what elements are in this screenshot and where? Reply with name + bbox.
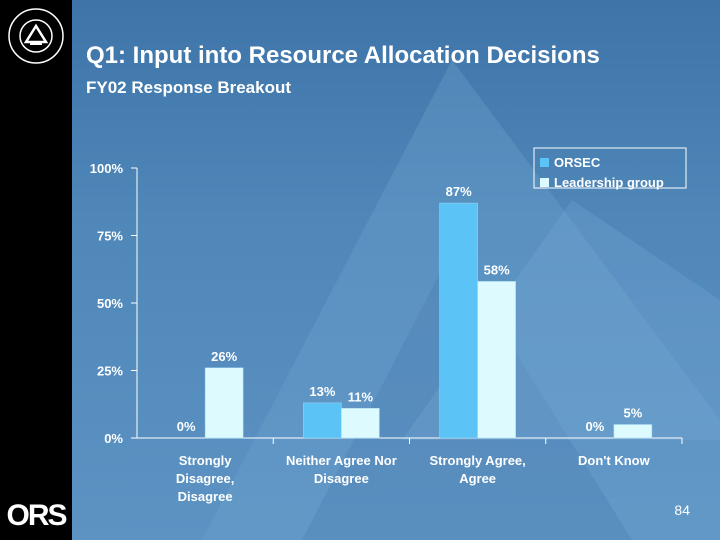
legend-label: Leadership group xyxy=(554,175,664,190)
data-label: 11% xyxy=(348,389,374,404)
ors-logo: ORS xyxy=(6,499,67,532)
category-label: Disagree xyxy=(314,471,369,486)
data-label: 5% xyxy=(623,406,642,421)
page-title: Q1: Input into Resource Allocation Decis… xyxy=(86,42,600,69)
page-number: 84 xyxy=(674,502,690,518)
nih-seal-icon xyxy=(8,8,64,64)
category-label: Disagree xyxy=(178,489,233,504)
bar xyxy=(439,202,478,439)
category-label: Don't Know xyxy=(578,453,651,468)
y-tick-label: 50% xyxy=(97,296,123,311)
category-label: Agree xyxy=(459,471,496,486)
sidebar: ORS xyxy=(0,0,72,540)
bar xyxy=(477,281,516,439)
data-label: 0% xyxy=(585,419,604,434)
y-tick-label: 75% xyxy=(97,229,123,244)
data-label: 87% xyxy=(446,184,472,199)
data-label: 13% xyxy=(309,384,335,399)
y-tick-label: 100% xyxy=(90,161,124,176)
bar xyxy=(613,424,653,439)
bar xyxy=(303,402,342,439)
legend-swatch xyxy=(540,178,549,187)
y-tick-label: 25% xyxy=(97,364,123,379)
category-label: Neither Agree Nor xyxy=(286,453,397,468)
legend-swatch xyxy=(540,158,549,167)
data-label: 58% xyxy=(484,262,510,277)
bar-chart: 0% 25% 50% 75% 100% 0% 26% Strongly Disagree, Dis… xyxy=(90,147,687,504)
y-tick-label: 0% xyxy=(104,431,123,446)
bar xyxy=(204,367,244,439)
data-label: 26% xyxy=(211,349,237,364)
bar xyxy=(341,408,380,439)
category-label: Strongly xyxy=(179,453,232,468)
page-subtitle: FY02 Response Breakout xyxy=(86,78,292,97)
legend-box xyxy=(533,147,687,189)
category-label: Strongly Agree, xyxy=(429,453,525,468)
legend-label: ORSEC xyxy=(554,155,601,170)
category-label: Disagree, xyxy=(176,471,235,486)
data-label: 0% xyxy=(177,419,196,434)
